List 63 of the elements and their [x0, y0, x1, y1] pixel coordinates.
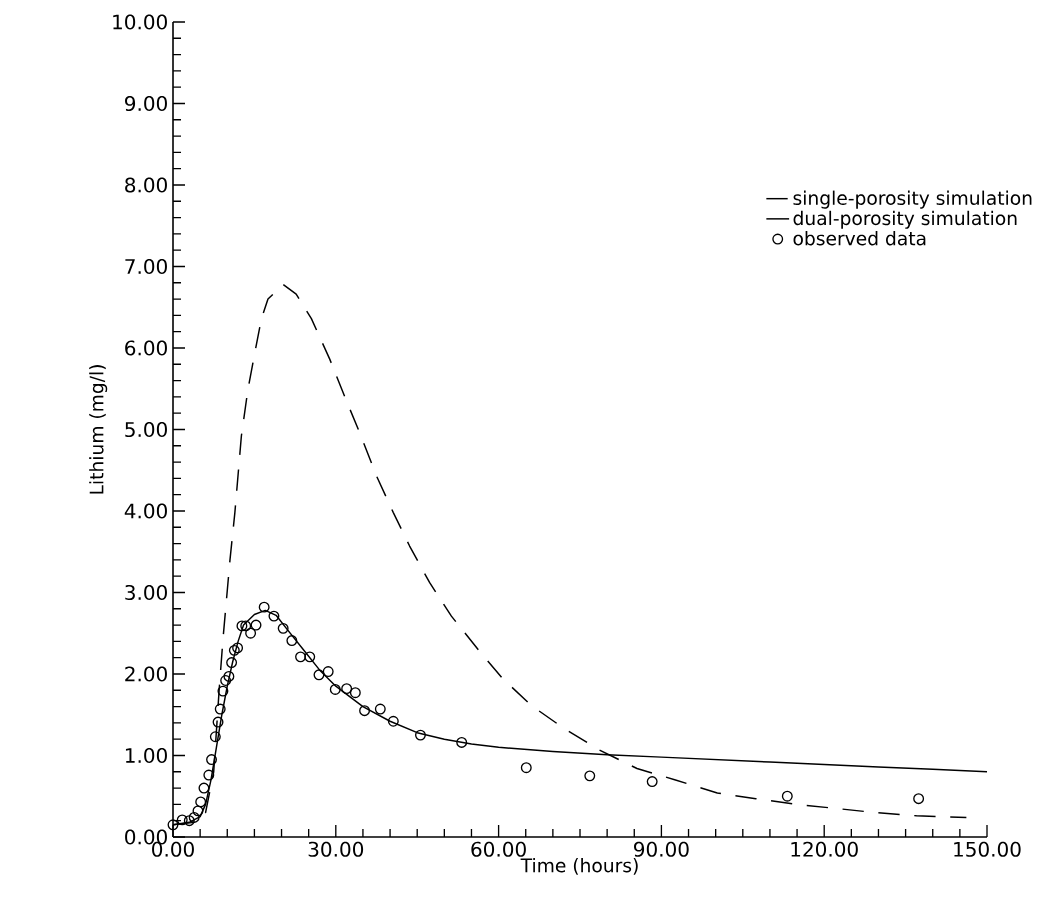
point [250, 619, 262, 631]
point [217, 685, 229, 697]
point [329, 684, 341, 695]
point [913, 793, 925, 805]
point [220, 675, 232, 686]
x-tick-label: 150.00 [954, 841, 1021, 857]
point [183, 815, 195, 827]
point [188, 811, 200, 823]
y-tick-label: 4.00 [124, 503, 167, 519]
x-tick-label: 30.00 [308, 841, 364, 857]
point [322, 666, 334, 678]
y-tick-label: 10.00 [113, 14, 167, 30]
point [414, 729, 426, 741]
point [374, 703, 386, 715]
point [236, 620, 248, 632]
y-tick-label: 2.00 [125, 666, 167, 682]
y-tick-label: 6.00 [125, 340, 167, 356]
legend-label: observed data [793, 230, 926, 246]
point [212, 716, 224, 728]
point [223, 670, 235, 682]
point [167, 819, 179, 831]
y-tick-label: 8.00 [125, 177, 167, 193]
point [313, 669, 325, 681]
x-tick-label: 60.00 [471, 841, 526, 857]
point [226, 657, 238, 669]
point [349, 687, 361, 699]
point [584, 770, 596, 782]
point [646, 776, 658, 788]
point [195, 796, 207, 808]
y-tick-label: 3.00 [125, 584, 167, 601]
point [520, 762, 532, 774]
y-tick-label: 7.00 [125, 258, 167, 275]
point [258, 601, 270, 613]
point [286, 635, 298, 647]
point [198, 782, 210, 794]
point [304, 651, 316, 663]
x-tick-label: 120.00 [791, 841, 858, 857]
point [203, 769, 215, 781]
point [341, 683, 353, 695]
point [387, 715, 399, 727]
y-axis-title: Lithium (mg/l) [89, 365, 108, 494]
point [192, 805, 204, 817]
point [268, 610, 280, 622]
y-tick-label: 1.00 [125, 747, 167, 764]
point [456, 736, 468, 748]
point [277, 622, 289, 634]
x-axis-title: Time (hours) [520, 857, 638, 875]
point [214, 703, 226, 715]
y-tick-label: 5.00 [125, 421, 167, 438]
point [176, 814, 188, 826]
point [295, 651, 306, 663]
point [245, 627, 257, 639]
point [209, 731, 221, 743]
point [232, 642, 244, 654]
legend-label: single-porosity simulation [793, 190, 1032, 209]
legend-label: dual-porosity simulation [793, 210, 1017, 229]
point [228, 644, 240, 656]
x-tick-label: 90.00 [634, 841, 689, 857]
point [240, 620, 252, 632]
y-tick-label: 9.00 [125, 95, 167, 112]
point [359, 705, 371, 717]
point [781, 790, 793, 802]
point [206, 754, 217, 766]
